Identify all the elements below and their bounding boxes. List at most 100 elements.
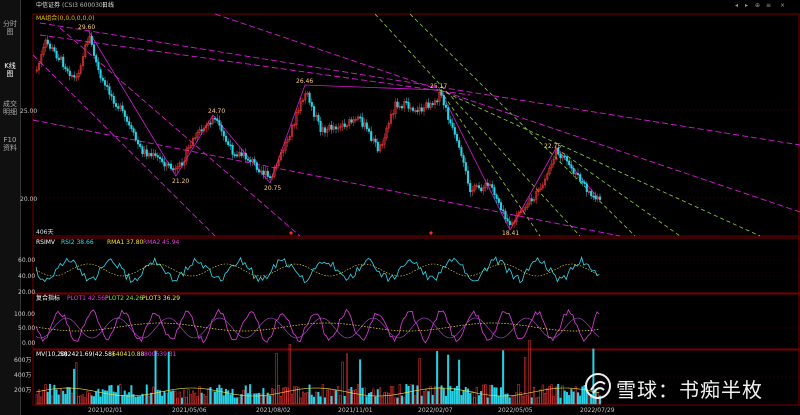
price-markers: 29.60 24.70 26.46 25.17 21.20 20.75 22.7… [78,24,561,237]
volume-bar [48,383,51,405]
volume-bar [438,387,441,405]
price-marker: 25.17 [430,83,447,90]
settings-icon[interactable]: ≡ [766,2,771,9]
candle [337,127,340,130]
candle [506,218,509,222]
volume-bar [253,393,256,405]
right-icon[interactable]: ▸ [745,2,748,9]
candle [275,165,278,168]
candle [403,101,406,109]
volume-bar [576,392,579,405]
candle [334,126,338,130]
volume-bar [233,397,236,405]
volume-bar [101,389,104,405]
candle [213,117,217,120]
candle [330,124,333,130]
candle [218,120,221,126]
volume-bar [504,394,507,405]
candle [326,128,329,133]
volume-bar [64,394,67,405]
volume-bar [394,397,397,405]
period-selector[interactable]: 日线 [102,1,114,9]
rsi2-value: RSI2 38.66 [61,239,94,246]
volume-bar [163,391,166,405]
volume-bar [530,397,533,405]
volume-bar [295,386,298,405]
volume-bar [321,384,324,405]
candle [447,107,450,120]
volume-v3: 800639.31 [144,351,177,358]
volume-bar [172,390,175,405]
volume-bar [524,357,527,405]
candle [508,220,511,226]
candle [497,198,500,203]
candle [405,101,408,103]
volume-bar [341,361,344,405]
candle [546,173,549,180]
tab-trade-detail[interactable]: 成交明细 [3,100,17,116]
candle [370,131,373,141]
volume-bar [275,352,278,405]
candle [460,147,463,156]
volume-bar [249,384,252,405]
rsi2-line [35,255,600,284]
volume-bar [367,393,370,405]
volume-ma-line [35,387,600,397]
candle [524,207,527,211]
candle [385,127,388,139]
candle [205,125,208,129]
candle [517,212,520,216]
candle [145,149,148,157]
volume-bar [447,354,450,405]
candle [35,69,38,72]
candle [84,44,87,57]
volume-bar [535,397,538,405]
tab-kline[interactable]: K线图 [4,62,16,78]
xueqiu-watermark: 雪球：书痴半枚 [584,372,784,402]
candle [172,168,175,171]
volume-bar [414,395,417,405]
candle [541,184,544,189]
candle [398,106,401,108]
candle [425,102,428,109]
candle [51,47,54,49]
left-icon[interactable]: ◂ [735,2,738,9]
volume-bar [312,396,315,405]
rsi-name[interactable]: RSIMV [36,239,56,246]
candle [257,169,261,173]
volume-bar [213,391,216,405]
volume-bar [554,386,557,405]
xueqiu-logo-icon [585,373,611,399]
candle [504,210,507,219]
candle [249,159,252,163]
candle [480,187,483,192]
ma-indicator-label[interactable]: MA组合(0,0,0,0,0,0) [36,14,94,22]
candle [372,138,375,141]
tab-f10[interactable]: F10资料 [3,136,17,152]
zoom-icon[interactable]: ⊕ [755,2,760,9]
volume-bar [515,392,518,405]
volume-name[interactable]: MV(10,20) [36,351,67,358]
candle [273,167,276,177]
candle [158,156,162,159]
volume-bar [502,350,505,405]
candle [477,185,481,189]
tab-intraday[interactable]: 分时图 [3,20,17,36]
volume-bar [209,387,212,405]
candle [224,135,228,142]
candle [178,162,181,167]
volume-bar [220,388,223,405]
candle [381,143,384,146]
candle [40,54,43,64]
candle [106,85,109,87]
candle [123,110,126,117]
candle [350,119,353,123]
close-icon[interactable]: × [780,2,785,9]
candle [502,209,505,212]
candle [308,92,311,103]
candle [37,62,41,71]
candle [565,156,569,162]
candle [209,122,212,125]
composite-name[interactable]: 复合指标 [36,294,60,302]
